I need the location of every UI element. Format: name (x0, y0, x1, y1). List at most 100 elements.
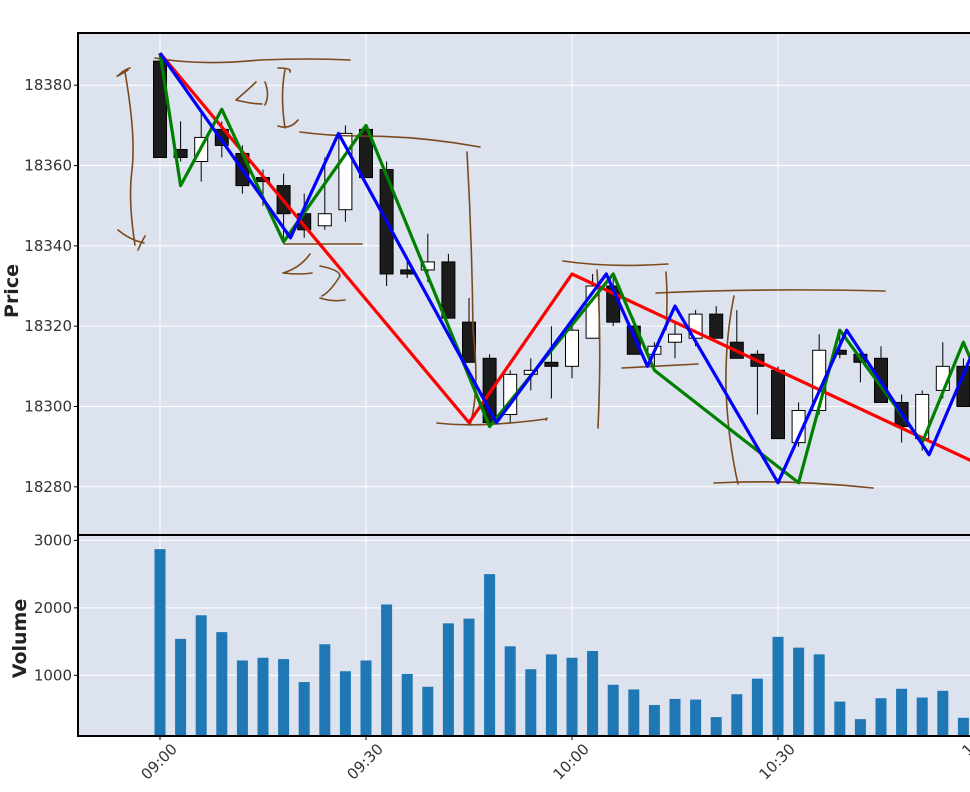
volume-bar (504, 646, 516, 736)
annotation-stroke (319, 265, 346, 302)
volume-bar (463, 618, 475, 736)
volume-bar (690, 699, 702, 736)
volume-bar (710, 717, 722, 736)
annotation-stroke (562, 260, 669, 267)
candle (709, 306, 724, 339)
candle-body (420, 261, 435, 271)
price-y-ticks: 18280 18300 18320 18340 18360 18380 (24, 76, 78, 496)
candle-body (565, 329, 579, 367)
candle-body (791, 410, 806, 444)
volume-bar (216, 632, 228, 736)
zigzag-lines (158, 52, 970, 485)
price-tick-label: 18320 (24, 317, 72, 335)
price-panel: 18280 18300 18320 18340 18360 18380 Price (1, 32, 970, 536)
annotation-stroke (713, 480, 874, 489)
candle-body (709, 313, 724, 339)
x-tick-label: 09:30 (344, 740, 387, 783)
x-tick-label: 10:30 (756, 740, 799, 783)
volume-bar (875, 698, 887, 736)
price-gridlines (78, 33, 970, 535)
volume-bar (896, 688, 908, 736)
volume-bar (751, 678, 763, 736)
volume-bar (648, 704, 660, 736)
volume-bar (813, 654, 825, 736)
volume-y-ticks: 1000 2000 3000 (34, 531, 78, 684)
volume-bar (854, 719, 866, 736)
volume-bars (154, 549, 969, 736)
x-tick-label-cut: 1 (958, 740, 970, 759)
volume-bar (525, 669, 537, 736)
candle (668, 322, 682, 359)
annotation-stroke (466, 151, 477, 426)
volume-bar (793, 647, 805, 736)
candle (462, 298, 476, 363)
volume-bar (834, 701, 846, 736)
price-tick-label: 18340 (24, 237, 72, 255)
price-axis-label: Price (1, 264, 23, 318)
annotation-stroke (116, 69, 146, 251)
volume-bar (937, 690, 949, 736)
price-tick-label: 18300 (24, 397, 72, 415)
volume-bar (628, 689, 640, 736)
volume-bar (401, 673, 413, 736)
volume-frame (77, 534, 970, 737)
volume-bar (175, 638, 187, 736)
volume-panel: 1000 2000 3000 Volume (9, 531, 970, 737)
volume-bar (607, 684, 619, 736)
zigzag-line (158, 52, 970, 462)
volume-tick-label: 1000 (34, 666, 72, 684)
volume-bar (319, 644, 331, 736)
volume-tick-label: 3000 (34, 531, 72, 549)
volume-bar (360, 660, 372, 736)
price-tick-label: 18380 (24, 76, 72, 94)
candle-body (771, 369, 785, 440)
annotation-stroke (235, 81, 263, 105)
volume-tick-label: 2000 (34, 599, 72, 617)
x-tick-label: 10:00 (550, 740, 593, 783)
volume-bar (278, 659, 290, 736)
zigzag-line (158, 52, 970, 485)
price-tick-label: 18360 (24, 157, 72, 175)
volume-bar (195, 615, 207, 736)
candle (544, 326, 559, 399)
price-plot-background (78, 33, 970, 535)
candle (153, 53, 167, 158)
annotation-stroke (725, 295, 739, 485)
annotation-stroke (117, 67, 131, 77)
candle (771, 366, 785, 440)
candle-body (462, 321, 476, 363)
annotation-stroke (436, 417, 548, 426)
volume-bar (545, 654, 557, 736)
candle (565, 326, 579, 379)
time-x-ticks: 09:00 09:30 10:00 10:30 1 (138, 736, 970, 783)
volume-bar (731, 694, 743, 736)
candle (441, 253, 456, 319)
volume-bar (566, 657, 578, 736)
volume-bar (154, 549, 166, 736)
volume-bar (442, 623, 454, 736)
annotation-stroke (282, 253, 313, 275)
volume-bar (257, 657, 269, 736)
candle-body (544, 361, 559, 367)
candle-body (668, 333, 682, 343)
annotation-stroke (299, 131, 481, 148)
annotation-stroke (621, 363, 699, 369)
volume-bar (484, 574, 496, 736)
annotation-stroke (655, 289, 886, 294)
annotation-stroke (264, 81, 269, 106)
candle (791, 402, 806, 447)
volume-bar (422, 686, 434, 736)
volume-bar (339, 671, 351, 736)
volume-bar (957, 717, 969, 736)
volume-bar (772, 636, 784, 736)
x-tick-label: 09:00 (138, 740, 181, 783)
volume-bar (236, 660, 248, 736)
volume-bar (669, 698, 681, 736)
volume-axis-label: Volume (9, 599, 31, 678)
annotation-stroke (154, 57, 351, 64)
candle-body (317, 213, 332, 227)
annotation-stroke (277, 67, 299, 129)
volume-bar (381, 604, 393, 736)
price-tick-label: 18280 (24, 478, 72, 496)
